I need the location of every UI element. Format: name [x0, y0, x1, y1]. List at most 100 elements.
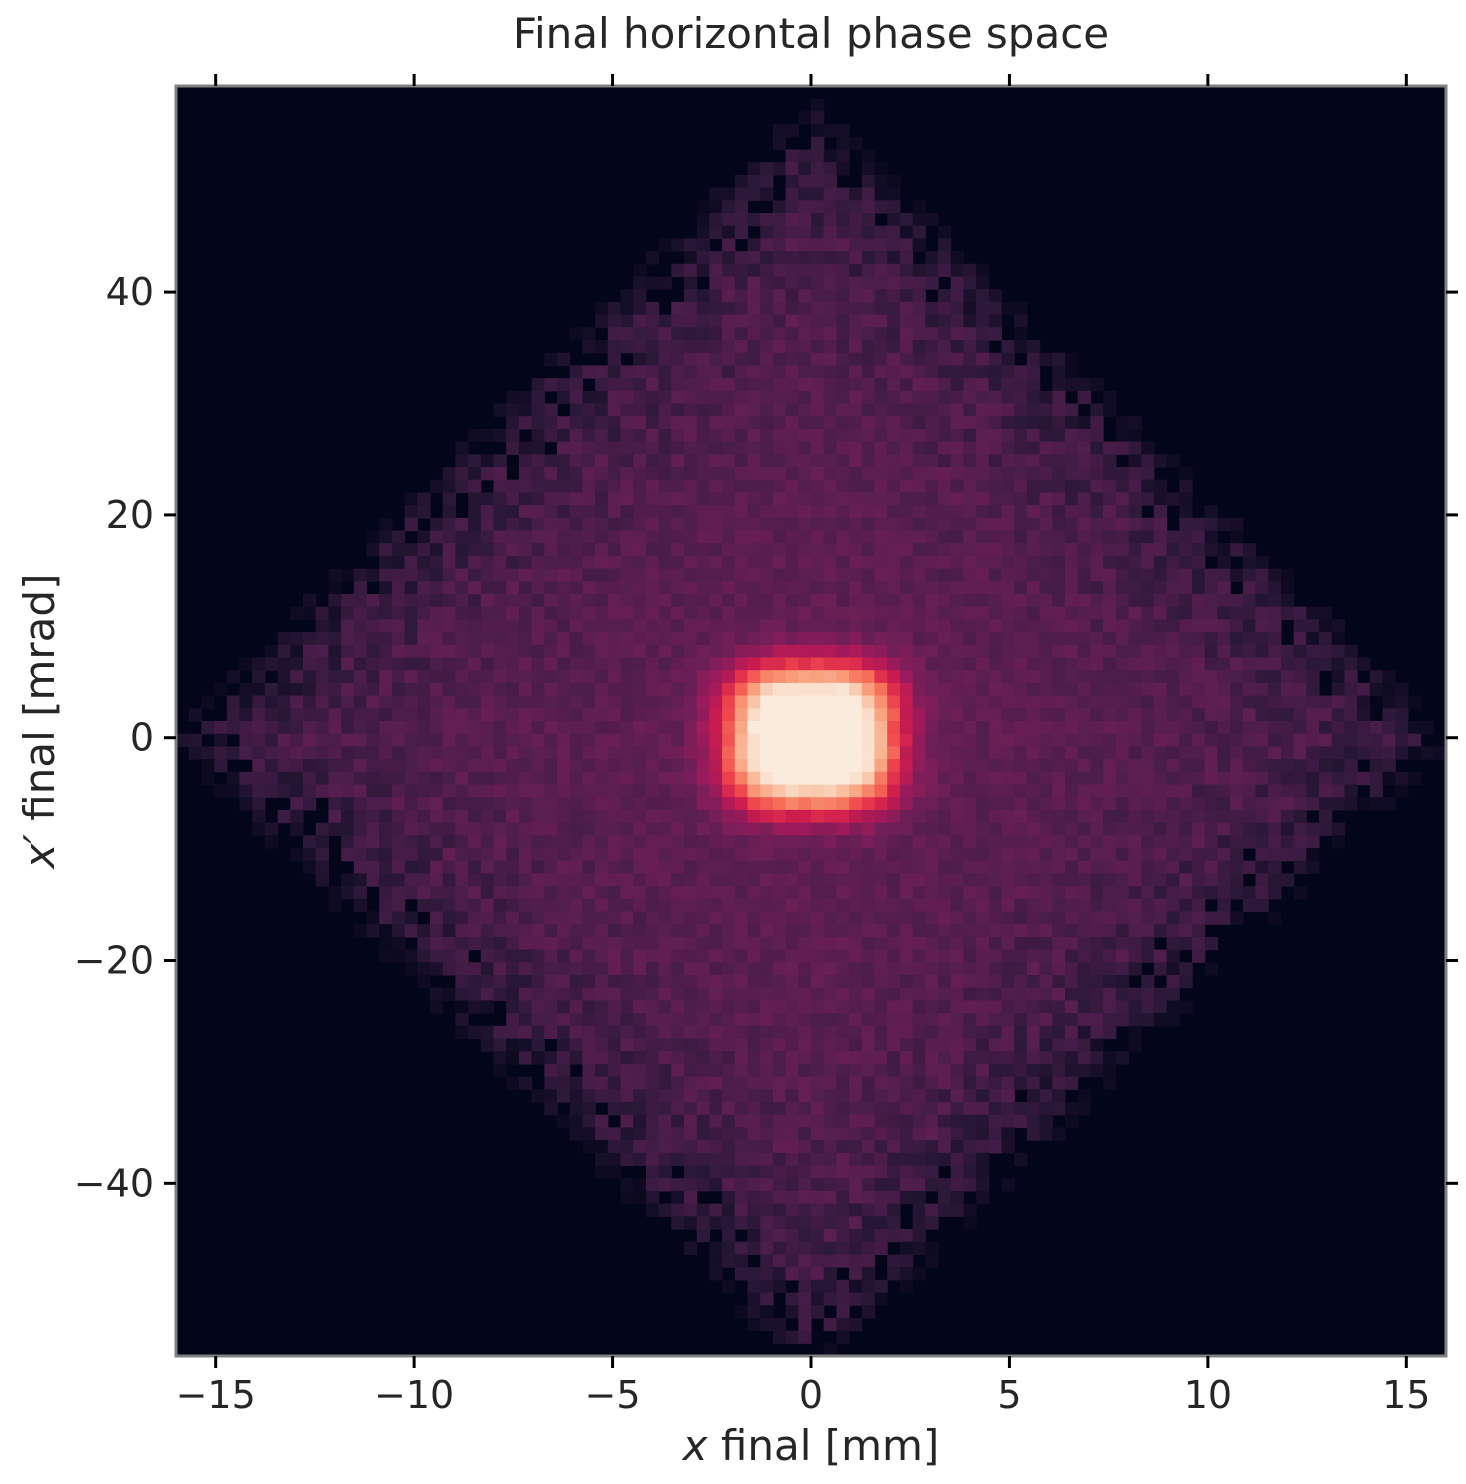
heatmap-cell [506, 479, 520, 493]
heatmap-cell [963, 949, 977, 963]
heatmap-cell [1026, 1000, 1041, 1014]
heatmap-cell [963, 975, 977, 989]
heatmap-cell [747, 352, 761, 366]
heatmap-cell [620, 555, 634, 570]
heatmap-cell [976, 771, 990, 786]
heatmap-cell [887, 886, 901, 900]
heatmap-cell [836, 594, 850, 608]
heatmap-cell [899, 975, 914, 989]
heatmap-cell [1026, 1076, 1041, 1090]
heatmap-cell [1026, 1013, 1041, 1027]
heatmap-cell [493, 606, 507, 620]
heatmap-cell [849, 238, 863, 252]
heatmap-cell [1039, 1076, 1053, 1090]
heatmap-cell [1039, 467, 1053, 481]
heatmap-cell [696, 263, 710, 278]
heatmap-cell [1090, 797, 1104, 811]
heatmap-cell [1141, 835, 1155, 849]
heatmap-cell [772, 873, 787, 887]
heatmap-cell [506, 1013, 520, 1027]
heatmap-cell [607, 835, 622, 849]
heatmap-cell [976, 1089, 990, 1103]
heatmap-cell [811, 1203, 825, 1217]
heatmap-cell [518, 581, 533, 595]
heatmap-cell [1230, 632, 1244, 646]
heatmap-cell [823, 1114, 837, 1128]
heatmap-cell [1115, 517, 1130, 532]
heatmap-cell [925, 454, 939, 468]
heatmap-cell [569, 619, 583, 633]
heatmap-cell [569, 898, 583, 913]
heatmap-cell [1001, 1013, 1015, 1027]
heatmap-cell [1014, 1063, 1028, 1078]
heatmap-cell [823, 606, 837, 620]
heatmap-cell [823, 1279, 837, 1294]
heatmap-cell [722, 1025, 736, 1040]
heatmap-cell [544, 975, 558, 989]
heatmap-cell [518, 543, 533, 557]
heatmap-cell [1128, 949, 1142, 963]
heatmap-cell [836, 378, 850, 392]
heatmap-cell [747, 314, 761, 328]
heatmap-cell [1103, 1063, 1117, 1078]
heatmap-cell [696, 225, 710, 239]
heatmap-cell [442, 733, 456, 747]
heatmap-cell [772, 619, 787, 633]
heatmap-cell [785, 682, 799, 697]
heatmap-cell [1014, 1038, 1028, 1052]
heatmap-cell [582, 390, 596, 405]
heatmap-cell [772, 378, 787, 392]
heatmap-cell [785, 873, 799, 887]
heatmap-cell [315, 848, 329, 862]
heatmap-cell [696, 708, 710, 722]
heatmap-cell [836, 1038, 850, 1052]
heatmap-cell [798, 924, 812, 938]
heatmap-cell [1128, 848, 1142, 862]
heatmap-cell [1065, 479, 1079, 493]
heatmap-cell [734, 1013, 749, 1027]
heatmap-cell [760, 784, 774, 798]
heatmap-cell [417, 594, 431, 608]
heatmap-cell [582, 619, 596, 633]
heatmap-cell [315, 746, 329, 760]
heatmap-cell [1026, 1127, 1041, 1141]
heatmap-cell [709, 594, 723, 608]
heatmap-cell [366, 619, 380, 633]
heatmap-cell [798, 809, 812, 824]
heatmap-cell [544, 644, 558, 659]
heatmap-cell [658, 835, 672, 849]
heatmap-cell [468, 555, 482, 570]
heatmap-cell [557, 416, 571, 430]
heatmap-cell [518, 1038, 533, 1052]
heatmap-cell [1115, 835, 1130, 849]
heatmap-cell [557, 581, 571, 595]
heatmap-cell [747, 289, 761, 303]
heatmap-cell [684, 301, 698, 316]
heatmap-cell [849, 606, 863, 620]
heatmap-cell [315, 733, 329, 747]
heatmap-cell [544, 682, 558, 697]
heatmap-cell [442, 771, 456, 786]
heatmap-cell [887, 1051, 901, 1065]
heatmap-cell [1115, 594, 1130, 608]
heatmap-cell [569, 1076, 583, 1090]
heatmap-cell [1141, 924, 1155, 938]
heatmap-cell [874, 809, 888, 824]
heatmap-cell [899, 378, 914, 392]
heatmap-cell [239, 797, 253, 811]
heatmap-cell [772, 1013, 787, 1027]
heatmap-cell [569, 390, 583, 405]
heatmap-cell [899, 1102, 914, 1116]
heatmap-cell [620, 759, 634, 773]
heatmap-cell [658, 886, 672, 900]
heatmap-cell [684, 1063, 698, 1078]
heatmap-cell [1369, 682, 1384, 697]
heatmap-cell [772, 1279, 787, 1294]
heatmap-cell [747, 365, 761, 379]
heatmap-cell [645, 428, 660, 443]
heatmap-cell [747, 390, 761, 405]
heatmap-cell [595, 428, 609, 443]
heatmap-cell [645, 606, 660, 620]
heatmap-cell [506, 416, 520, 430]
heatmap-cell [823, 238, 837, 252]
